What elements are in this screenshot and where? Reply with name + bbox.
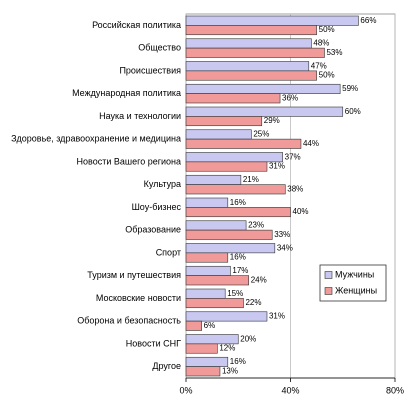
bar: [185, 288, 226, 299]
value-label: 6%: [204, 321, 216, 330]
x-tick-label: 0%: [179, 385, 192, 395]
bar: [185, 61, 310, 72]
y-tick-label: Шоу-бизнес: [132, 202, 182, 212]
value-label: 20%: [240, 334, 256, 343]
bar: [185, 93, 281, 104]
y-tick-label: Происшествия: [119, 65, 181, 75]
y-tick-label: Общество: [138, 43, 181, 53]
bar: [185, 320, 202, 331]
value-label: 31%: [269, 312, 285, 321]
bar: [185, 197, 229, 208]
y-tick-label: Новости СНГ: [126, 338, 181, 348]
bar: [185, 152, 283, 163]
value-label: 31%: [269, 162, 285, 171]
value-label: 15%: [227, 289, 243, 298]
legend-label: Мужчины: [335, 269, 374, 279]
bar: [185, 243, 276, 254]
bar: [185, 174, 242, 185]
bar: [185, 25, 317, 36]
value-label: 22%: [245, 298, 261, 307]
value-label: 29%: [264, 116, 280, 125]
value-label: 53%: [326, 48, 342, 57]
bar: [185, 15, 359, 26]
x-tick-label: 80%: [386, 385, 404, 395]
value-label: 16%: [230, 253, 246, 262]
value-label: 34%: [277, 243, 293, 252]
value-label: 25%: [253, 130, 269, 139]
bar: [185, 38, 312, 49]
legend-box: [319, 264, 387, 302]
bar: [185, 83, 341, 94]
value-label: 13%: [222, 366, 238, 375]
value-label: 23%: [248, 221, 264, 230]
bar: [185, 311, 268, 322]
y-tick-label: Новости Вашего региона: [77, 156, 181, 166]
value-label: 66%: [360, 16, 376, 25]
bar: [185, 343, 218, 354]
value-label: 48%: [313, 39, 329, 48]
legend-swatch: [324, 271, 333, 279]
y-tick-label: Спорт: [156, 247, 181, 257]
bar: [185, 265, 231, 276]
bar: [185, 47, 325, 58]
value-label: 21%: [243, 175, 259, 184]
legend-label: Женщины: [335, 285, 377, 295]
bar: [185, 220, 247, 231]
bar: [185, 116, 263, 127]
bar: [185, 366, 221, 377]
bar: [185, 138, 302, 149]
value-label: 12%: [219, 344, 235, 353]
y-tick-label: Наука и технологии: [99, 111, 181, 121]
bar: [185, 70, 317, 81]
bar: [185, 207, 291, 218]
value-label: 59%: [342, 84, 358, 93]
value-label: 17%: [232, 266, 248, 275]
y-tick-label: Образование: [125, 225, 181, 235]
value-label: 50%: [319, 25, 335, 34]
y-tick-label: Российская политика: [92, 20, 181, 30]
y-tick-label: Другое: [152, 361, 181, 371]
bar: [185, 106, 344, 117]
bar: [185, 161, 268, 172]
y-tick-label: Международная политика: [72, 88, 181, 98]
value-label: 44%: [303, 139, 319, 148]
bar: [185, 334, 239, 345]
bar: [185, 275, 250, 286]
value-label: 37%: [285, 152, 301, 161]
value-label: 50%: [319, 71, 335, 80]
value-label: 16%: [230, 198, 246, 207]
value-label: 33%: [274, 230, 290, 239]
bar: [185, 298, 244, 309]
y-tick-label: Культура: [144, 179, 181, 189]
legend-swatch: [324, 287, 333, 295]
value-label: 16%: [230, 357, 246, 366]
value-label: 36%: [282, 93, 298, 102]
value-label: 24%: [251, 275, 267, 284]
y-tick-label: Московские новости: [96, 293, 181, 303]
bar: [185, 129, 252, 140]
bar: [185, 229, 273, 240]
y-tick-label: Оборона и безопасность: [77, 316, 181, 326]
y-tick-label: Здоровье, здравоохранение и медицина: [11, 134, 181, 144]
y-tick-label: Туризм и путешествия: [87, 270, 181, 280]
value-label: 60%: [345, 107, 361, 116]
bar: [185, 184, 286, 195]
value-label: 38%: [287, 184, 303, 193]
value-label: 40%: [293, 207, 309, 216]
value-label: 47%: [311, 61, 327, 70]
x-tick-label: 40%: [281, 385, 299, 395]
bar: [185, 356, 229, 367]
bar: [185, 252, 229, 263]
